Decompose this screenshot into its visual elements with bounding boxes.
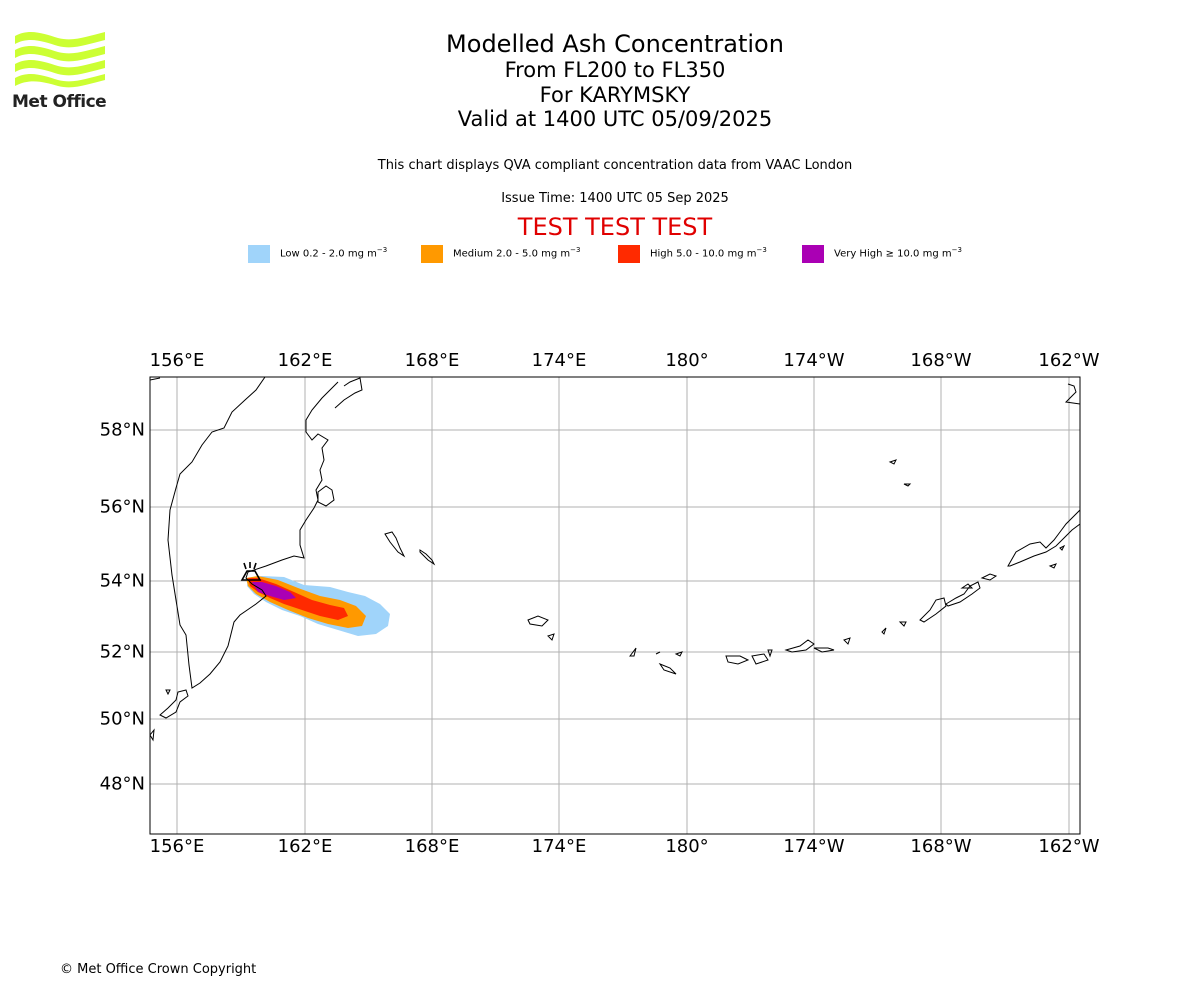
- ash-plume: [246, 576, 390, 636]
- lat-tick: 58°N: [99, 419, 145, 441]
- volcano-name: For KARYMSKY: [539, 82, 691, 107]
- lon-tick-bottom: 162°E: [277, 836, 333, 857]
- valid-time: Valid at 1400 UTC 05/09/2025: [457, 107, 773, 132]
- test-banner: TEST TEST TEST: [517, 213, 713, 241]
- aleutian-islands-central: [725, 637, 851, 665]
- chart-title: Modelled Ash Concentration: [446, 30, 784, 58]
- lon-tick-bottom: 156°E: [149, 836, 205, 857]
- lon-tick-top: 168°E: [404, 350, 460, 371]
- legend-label-low: Low 0.2 - 2.0 mg m−3: [280, 246, 388, 260]
- map-gridlines: [150, 377, 1080, 834]
- lon-tick-bottom: 168°E: [404, 836, 460, 857]
- map-frame: [149, 376, 1081, 835]
- karaginsky-island: [317, 485, 335, 507]
- chukotka-edge: [150, 377, 161, 381]
- legend-swatch-low: [248, 245, 270, 263]
- lat-tick: 54°N: [99, 570, 145, 592]
- lat-tick: 56°N: [99, 496, 145, 518]
- flight-levels: From FL200 to FL350: [504, 58, 726, 83]
- lon-tick-top: 162°W: [1038, 350, 1100, 371]
- commander-islands: [384, 531, 436, 566]
- lon-tick-top: 180°: [665, 350, 709, 371]
- lat-tick: 50°N: [99, 708, 145, 730]
- legend-swatch-high: [618, 245, 640, 263]
- lon-tick-top: 168°W: [910, 350, 972, 371]
- south-kamchatka-island: [150, 689, 189, 742]
- legend-label-high: High 5.0 - 10.0 mg m−3: [650, 246, 767, 260]
- chart-title-block: Modelled Ash Concentration From FL200 to…: [300, 30, 930, 132]
- lon-tick-top: 162°E: [277, 350, 333, 371]
- lat-tick: 48°N: [99, 773, 145, 795]
- logo-text: Met Office: [12, 92, 107, 112]
- lon-tick-bottom: 168°W: [910, 836, 972, 857]
- issue-time: Issue Time: 1400 UTC 05 Sep 2025: [501, 191, 729, 206]
- near-islands: [527, 615, 555, 641]
- aleutian-islands-east: [881, 581, 981, 635]
- met-office-waves-icon: [15, 32, 105, 88]
- koryak-coastline: [334, 377, 363, 409]
- copyright-notice: © Met Office Crown Copyright: [60, 962, 257, 977]
- alaska-north-coast: [1064, 383, 1080, 405]
- legend-label-very-high: Very High ≥ 10.0 mg m−3: [834, 246, 962, 260]
- volcano-icon: [240, 562, 262, 581]
- chart-description: This chart displays QVA compliant concen…: [377, 158, 853, 173]
- coastlines: [150, 377, 1080, 742]
- lon-tick-bottom: 180°: [665, 836, 709, 857]
- lat-tick: 52°N: [99, 641, 145, 663]
- legend-swatch-very-high: [802, 245, 824, 263]
- legend-swatch-medium: [421, 245, 443, 263]
- lon-tick-bottom: 174°W: [783, 836, 845, 857]
- lon-tick-top: 174°W: [783, 350, 845, 371]
- pribilof-islands: [888, 459, 912, 487]
- aleutian-islands-west: [629, 647, 683, 675]
- alaska-peninsula: [960, 509, 1080, 589]
- legend-label-medium: Medium 2.0 - 5.0 mg m−3: [453, 246, 581, 260]
- lon-tick-bottom: 162°W: [1038, 836, 1100, 857]
- lon-tick-bottom: 174°E: [531, 836, 587, 857]
- ash-very-high-area: [252, 582, 296, 600]
- kamchatka-coastline: [167, 377, 339, 689]
- met-office-logo: Met Office: [12, 30, 112, 114]
- lon-tick-top: 174°E: [531, 350, 587, 371]
- lon-tick-top: 156°E: [149, 350, 205, 371]
